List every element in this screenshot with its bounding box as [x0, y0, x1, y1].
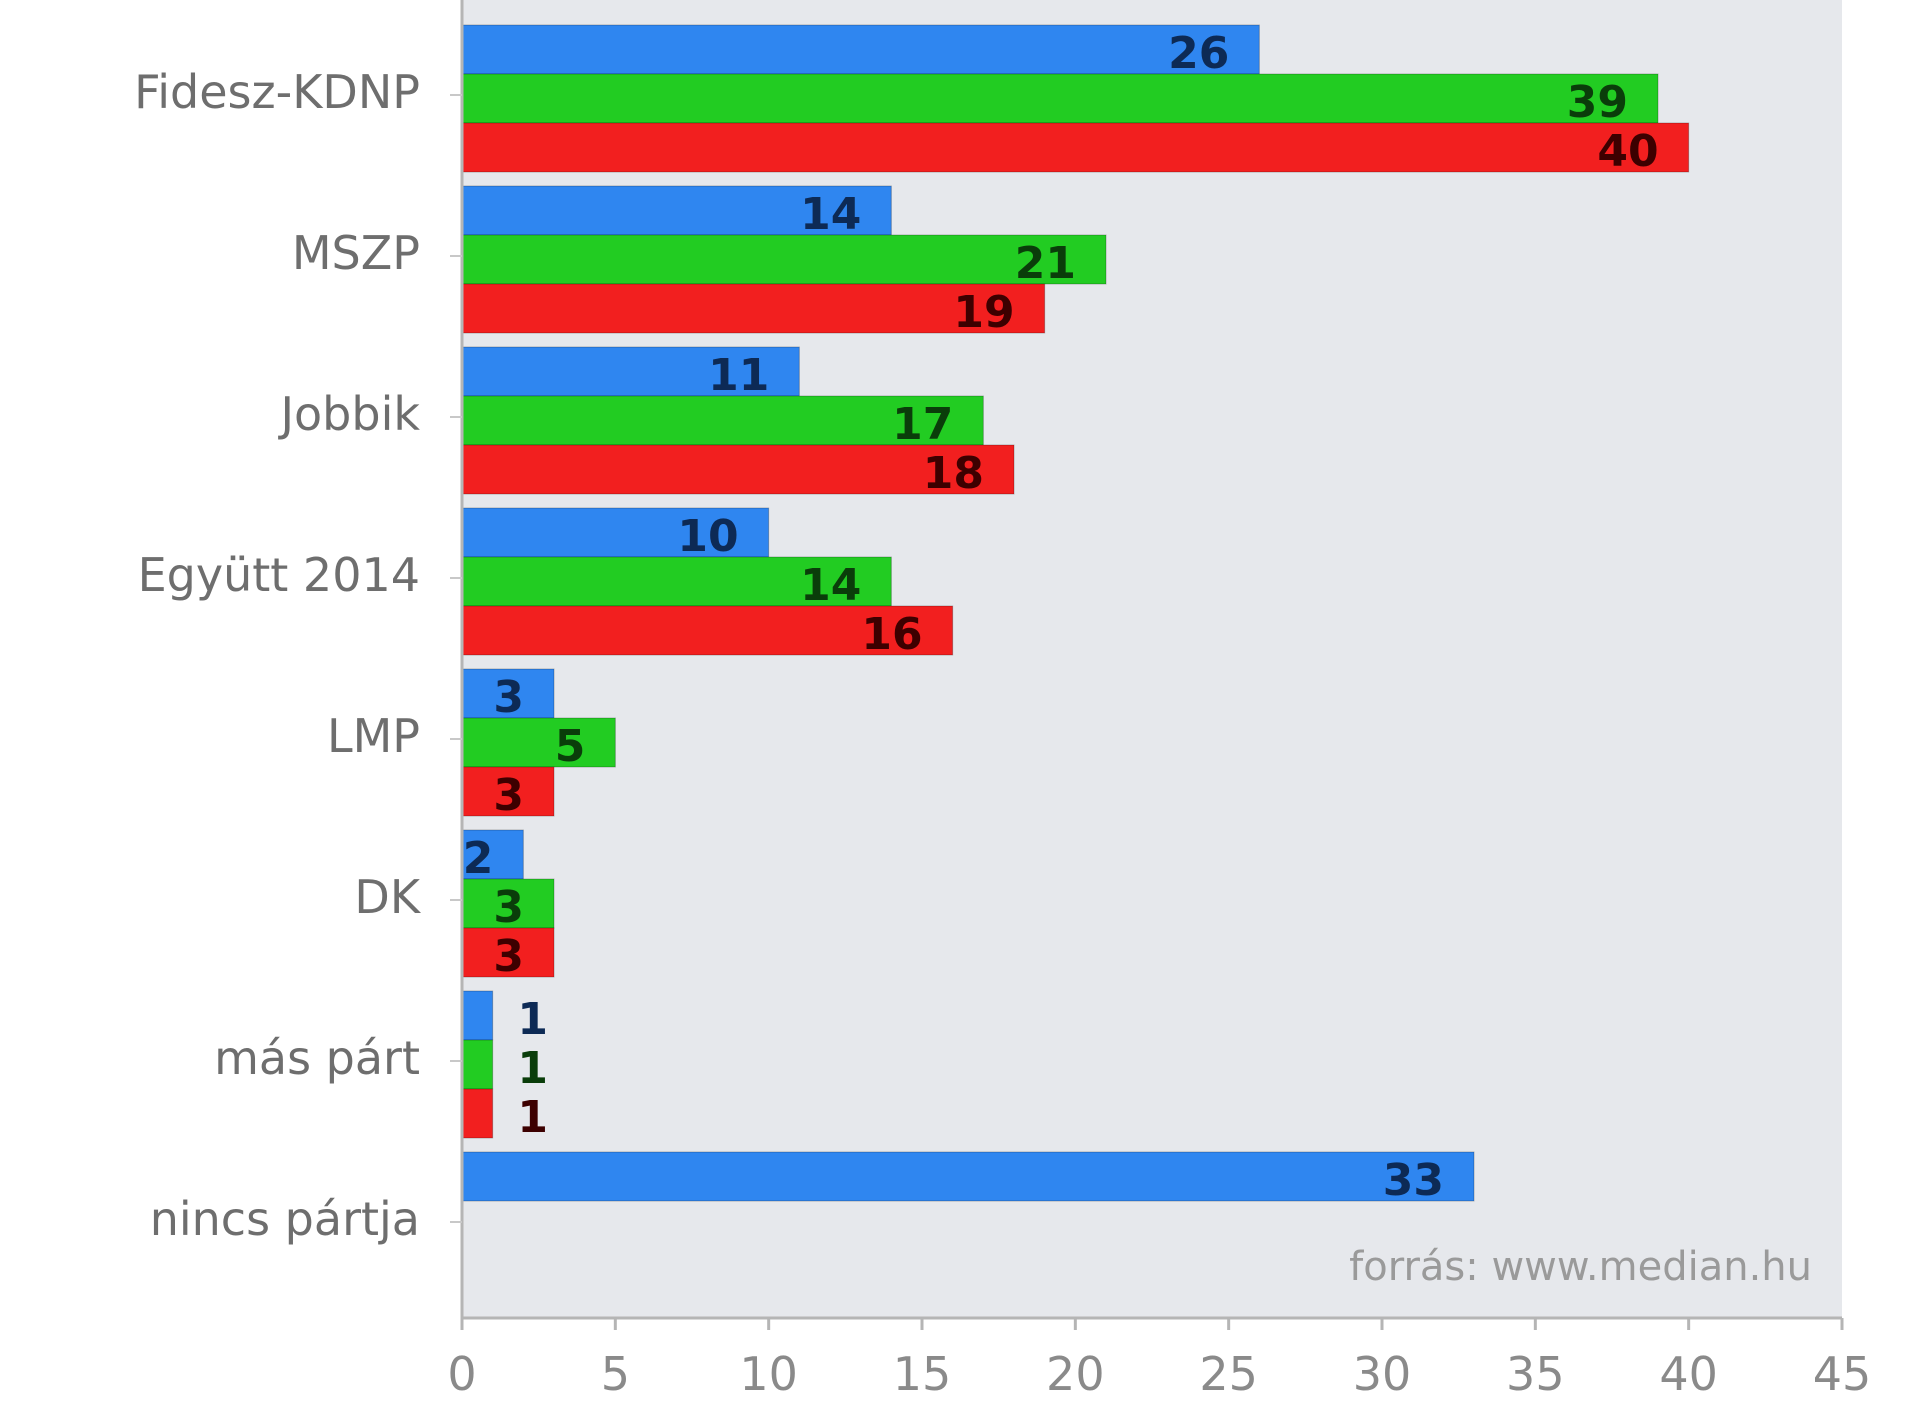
- bar: [461, 1039, 494, 1090]
- bar: [461, 766, 555, 817]
- x-tick-label: 25: [1199, 1347, 1258, 1401]
- bar-value-label: 16: [861, 609, 922, 660]
- bar-value-label: 1: [517, 1092, 548, 1143]
- source-annotation: forrás: www.median.hu: [1349, 1244, 1812, 1290]
- bar-value-label: 10: [677, 511, 738, 562]
- bar: [461, 556, 892, 607]
- bar: [461, 1151, 1475, 1202]
- bar: [461, 990, 494, 1041]
- x-tick-label: 10: [739, 1347, 798, 1401]
- bar: [461, 507, 770, 558]
- category-label: DK: [354, 870, 421, 924]
- category-labels: Fidesz-KDNP MSZP Jobbik Együtt 2014 LMP DK más…: [134, 65, 422, 1246]
- bar: [461, 717, 616, 768]
- x-tick-label: 35: [1506, 1347, 1565, 1401]
- bar-value-label: 14: [800, 189, 861, 240]
- category-label: LMP: [327, 709, 420, 763]
- bar: [461, 73, 1659, 124]
- bar: [461, 185, 892, 236]
- bar-value-label: 39: [1567, 77, 1628, 128]
- bar-value-label: 21: [1015, 238, 1076, 289]
- category-label: nincs pártja: [150, 1192, 420, 1246]
- bar-value-label: 40: [1597, 126, 1658, 177]
- x-tick-label: 15: [893, 1347, 952, 1401]
- bar-value-label: 1: [517, 994, 548, 1045]
- bar-value-label: 14: [800, 560, 861, 611]
- x-tick-label: 5: [601, 1347, 630, 1401]
- bar: [461, 605, 954, 656]
- bar-value-label: 33: [1383, 1155, 1444, 1206]
- bar: [461, 927, 555, 978]
- bar-value-label: 1: [517, 1043, 548, 1094]
- bar-value-label: 11: [708, 350, 769, 401]
- x-tick-label: 40: [1659, 1347, 1718, 1401]
- bar-value-label: 19: [953, 287, 1014, 338]
- bar: [461, 395, 984, 446]
- x-tick-label: 30: [1353, 1347, 1412, 1401]
- x-tick-label: 20: [1046, 1347, 1105, 1401]
- bar-value-label: 18: [923, 448, 984, 499]
- bar-value-label: 3: [493, 672, 524, 723]
- bar: [461, 24, 1260, 75]
- bar: [461, 283, 1046, 334]
- bar: [461, 122, 1690, 173]
- bar: [461, 444, 1015, 495]
- x-tick-label: 0: [447, 1347, 476, 1401]
- x-axis: 0 5 10 15 20 25 30 35 40 45: [447, 0, 1871, 1401]
- category-label: MSZP: [292, 226, 420, 280]
- bar-value-label: 3: [493, 882, 524, 933]
- bar-value-label: 17: [892, 399, 953, 450]
- x-tick-label: 45: [1813, 1347, 1872, 1401]
- bar: [461, 1088, 494, 1139]
- bar: [461, 346, 800, 397]
- bar-value-label: 2: [463, 833, 494, 884]
- bar: [461, 668, 555, 719]
- category-label: Jobbik: [277, 387, 420, 441]
- category-label: Együtt 2014: [138, 548, 420, 602]
- bar-value-label: 3: [493, 770, 524, 821]
- bar-value-label: 3: [493, 931, 524, 982]
- bar-value-label: 5: [555, 721, 586, 772]
- bar: [461, 234, 1107, 285]
- category-label: Fidesz-KDNP: [134, 65, 420, 119]
- bar: [461, 829, 524, 880]
- category-label: más párt: [214, 1031, 420, 1085]
- bar-value-label: 26: [1168, 28, 1229, 79]
